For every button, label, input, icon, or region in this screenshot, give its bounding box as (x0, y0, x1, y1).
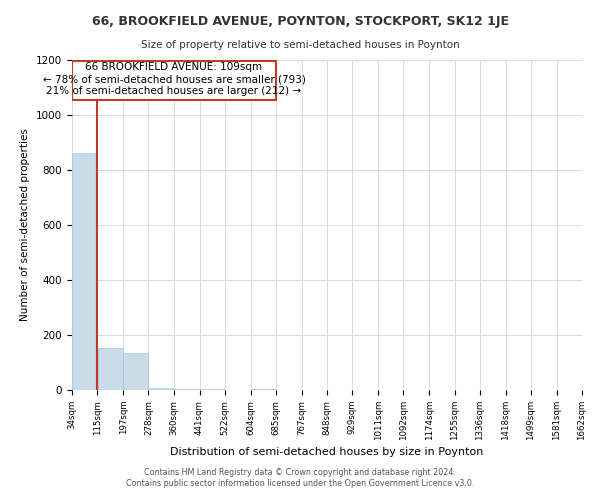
Text: ← 78% of semi-detached houses are smaller (793): ← 78% of semi-detached houses are smalle… (43, 74, 305, 84)
Bar (149, 388, 174, 390)
Text: 66, BROOKFIELD AVENUE, POYNTON, STOCKPORT, SK12 1JE: 66, BROOKFIELD AVENUE, POYNTON, STOCKPOR… (91, 15, 509, 28)
Text: 21% of semi-detached houses are larger (212) →: 21% of semi-detached houses are larger (… (46, 86, 302, 96)
Text: Size of property relative to semi-detached houses in Poynton: Size of property relative to semi-detach… (140, 40, 460, 50)
Bar (175, 388, 199, 390)
Text: Contains HM Land Registry data © Crown copyright and database right 2024.
Contai: Contains HM Land Registry data © Crown c… (126, 468, 474, 487)
X-axis label: Distribution of semi-detached houses by size in Poynton: Distribution of semi-detached houses by … (170, 447, 484, 457)
Bar (124, 353, 148, 390)
Y-axis label: Number of semi-detached properties: Number of semi-detached properties (20, 128, 31, 322)
Bar (98, 348, 123, 390)
FancyBboxPatch shape (73, 60, 275, 100)
Bar (72, 153, 97, 390)
Text: 66 BROOKFIELD AVENUE: 109sqm: 66 BROOKFIELD AVENUE: 109sqm (85, 62, 263, 72)
